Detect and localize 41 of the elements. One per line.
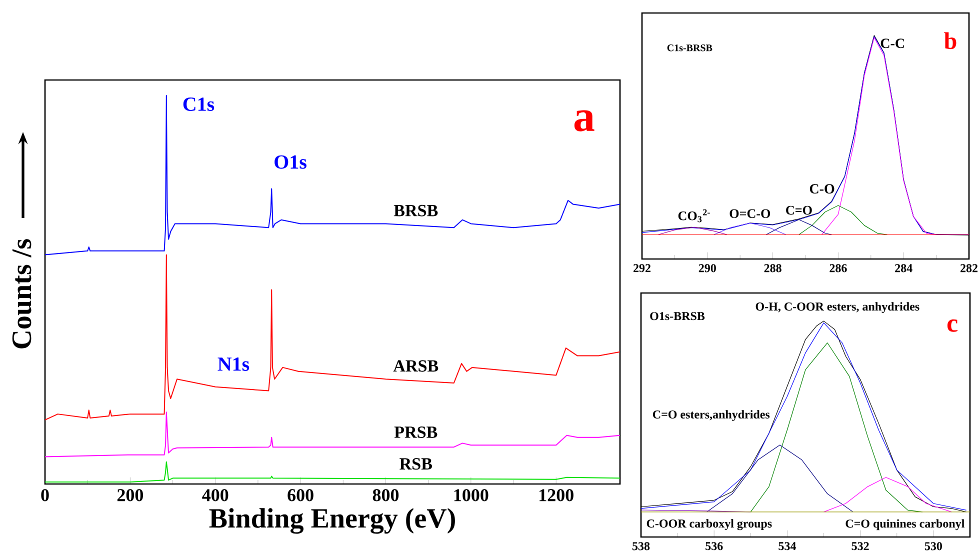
x-tick-label: 288 [764,264,782,272]
x-tick-label: 290 [698,264,716,272]
annotation: O-H, C-OOR esters, anhydrides [756,302,920,314]
x-tick-label: 282 [960,264,978,272]
series-label: BRSB [394,204,438,216]
annotation: b [944,32,956,50]
x-tick-label: 600 [288,489,314,502]
x-tick-label: 284 [895,264,912,272]
x-tick-label: 532 [852,542,869,550]
x-tick-label: 534 [778,542,796,550]
x-tick-label: 538 [632,542,650,550]
x-tick-label: 1200 [540,489,574,502]
x-tick-label: 536 [706,542,723,550]
x-tick-label: 292 [634,264,650,272]
x-tick-label: 200 [117,489,144,502]
annotation: C=O esters,anhydrides [652,410,770,422]
series-label: PRSB [394,426,438,438]
annotation: C=O [786,206,812,215]
series-label: RSB [400,458,432,470]
annotation: C-O [810,184,834,194]
x-tick-label: 800 [372,489,399,502]
annotation: C1s [183,98,214,111]
x-tick-label: 1000 [454,489,488,502]
annotation: a [574,110,594,132]
x-tick-label: 530 [924,542,942,550]
text: O1s-BRSB [650,312,705,320]
y-axis-title: Counts /s [12,239,32,348]
annotation: C-C [880,38,904,48]
x-tick-label: 400 [202,489,228,502]
annotation: C=O quinines carbonyl [846,519,964,530]
annotation: C-OOR carboxyl groups [646,519,772,530]
annotation: c [947,319,958,332]
annotation: O=C-O [730,209,770,218]
series-label: ARSB [393,360,438,372]
annotation: C1s-BRSB [667,44,712,52]
annotation: N1s [218,357,250,371]
x-axis-title: Binding Energy (eV) [209,508,455,534]
x-tick-label: 0 [41,489,49,502]
annotation: CO$_{3}$2- [678,209,710,222]
x-tick-label: 286 [830,264,847,272]
annotation: O1s [274,155,306,169]
